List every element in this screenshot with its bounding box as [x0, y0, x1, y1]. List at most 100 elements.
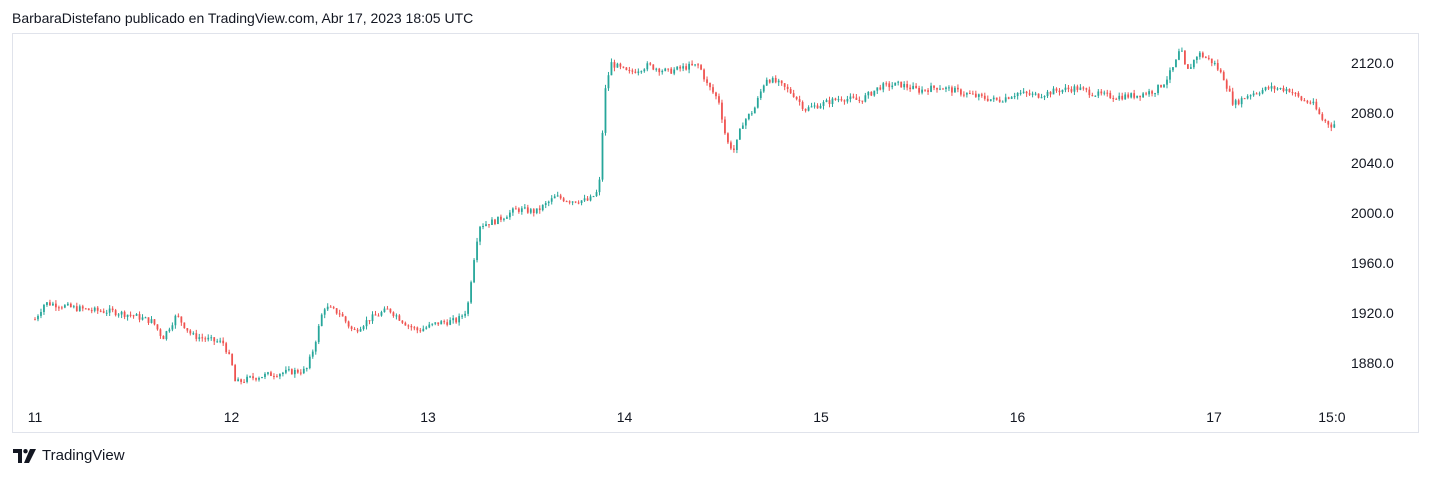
candle-body: [455, 318, 458, 323]
candle-body: [861, 100, 864, 102]
candle-body: [962, 94, 965, 96]
candle-body: [957, 87, 959, 90]
candle-body: [550, 198, 553, 202]
candle-body: [243, 381, 245, 383]
candle-body: [219, 340, 222, 342]
time-tick-label: 12: [224, 409, 240, 425]
candle-body: [1264, 87, 1267, 91]
candle-body: [960, 89, 962, 95]
candle-body: [183, 322, 186, 329]
candle-body: [1195, 56, 1198, 60]
candle-body: [84, 308, 87, 310]
candle-body: [906, 84, 909, 88]
candle-body: [1163, 84, 1165, 88]
candle-body: [873, 90, 876, 96]
candle-body: [864, 95, 867, 102]
candle-body: [338, 313, 341, 315]
candle-body: [1142, 93, 1145, 98]
candle-body: [762, 85, 765, 92]
candle-body: [909, 87, 912, 90]
tradingview-logo-icon[interactable]: [13, 448, 37, 463]
candle-body: [153, 319, 156, 325]
candle-body: [544, 203, 547, 206]
candle-body: [664, 68, 667, 71]
candle-body: [688, 63, 691, 70]
candle-body: [948, 87, 950, 89]
candle-body: [491, 219, 493, 225]
candle-body: [1010, 97, 1013, 99]
candle-body: [511, 208, 514, 213]
candle-body: [461, 315, 464, 317]
candle-body: [1055, 88, 1058, 91]
candle-body: [744, 119, 747, 126]
candle-body: [724, 119, 726, 134]
candle-body: [771, 77, 774, 83]
candle-body: [1181, 50, 1183, 52]
candle-body: [40, 312, 42, 316]
candle-body: [1136, 95, 1139, 98]
candle-body: [709, 82, 711, 88]
candle-body: [798, 99, 801, 102]
brand-label[interactable]: TradingView: [42, 447, 125, 464]
candle-body: [1294, 92, 1297, 94]
candle-body: [276, 376, 278, 378]
candle-body: [750, 113, 753, 115]
candle-body: [1187, 64, 1189, 69]
candle-body: [150, 319, 153, 323]
candle-body: [380, 312, 383, 316]
candle-body: [359, 329, 362, 332]
candle-body: [246, 376, 248, 382]
candle-body: [1333, 124, 1336, 128]
candle-body: [362, 326, 365, 330]
candle-body: [120, 311, 123, 315]
candle-body: [939, 88, 941, 90]
candle-body: [604, 88, 607, 133]
candle-body: [643, 69, 646, 72]
candle-body: [180, 316, 183, 323]
candle-body: [855, 97, 858, 100]
candle-body: [311, 351, 314, 357]
candle-body: [1004, 97, 1007, 102]
candle-body: [1219, 69, 1222, 73]
candle-body: [1204, 57, 1207, 59]
candle-body: [995, 97, 998, 100]
candle-body: [968, 93, 971, 95]
candle-body: [293, 370, 296, 375]
candle-body: [102, 311, 105, 313]
candle-body: [317, 326, 320, 343]
candle-body: [807, 107, 810, 111]
candle-body: [1315, 101, 1318, 110]
candle-body: [562, 198, 565, 202]
candle-body: [1088, 89, 1091, 96]
candle-body: [1166, 79, 1168, 85]
time-tick-label: 14: [617, 409, 633, 425]
candle-body: [571, 201, 574, 203]
candle-body: [1207, 57, 1210, 59]
candle-body: [261, 376, 263, 379]
candle-body: [828, 100, 831, 105]
candle-body: [81, 306, 84, 309]
candle-body: [646, 63, 649, 70]
candlestick-chart: 2120.0 2080.0 2040.0 2000.0 1960.0 1920.0 1880…: [28, 47, 1394, 425]
candle-body: [500, 216, 502, 220]
candle-body: [526, 207, 529, 213]
candle-body: [341, 314, 344, 317]
candle-body: [105, 312, 108, 314]
candle-body: [46, 302, 48, 305]
candle-body: [903, 84, 906, 88]
candle-body: [329, 306, 332, 308]
candle-body: [661, 70, 664, 73]
candle-body: [816, 105, 819, 109]
candle-body: [93, 307, 96, 311]
candle-body: [783, 83, 786, 87]
candle-body: [1106, 92, 1109, 94]
candle-body: [497, 216, 499, 225]
candle-body: [601, 132, 604, 180]
candle-body: [882, 83, 885, 90]
candle-body: [819, 105, 822, 109]
candle-body: [186, 328, 189, 331]
candle-body: [446, 322, 449, 325]
candle-body: [299, 372, 302, 374]
candle-body: [1082, 87, 1085, 89]
candle-body: [631, 70, 634, 72]
